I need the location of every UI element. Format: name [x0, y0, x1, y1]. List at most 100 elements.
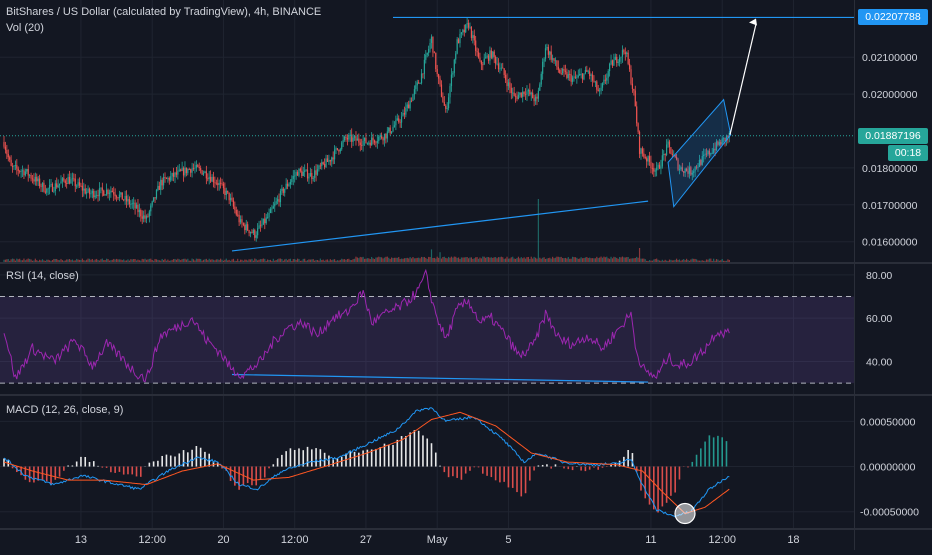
volume-bar	[178, 259, 180, 262]
candle-body	[114, 194, 116, 197]
candle-body	[530, 92, 532, 95]
volume-bar	[532, 258, 534, 262]
volume-bar	[584, 257, 586, 262]
rsi-divergence-line[interactable]	[231, 373, 649, 383]
volume-bar	[457, 257, 460, 262]
candle-body	[442, 96, 444, 103]
candle-body	[76, 185, 78, 187]
volume-bar	[705, 259, 708, 262]
main-legend-title[interactable]: BitShares / US Dollar (calculated by Tra…	[6, 6, 322, 18]
volume-bar	[487, 257, 490, 262]
volume-bar	[127, 259, 129, 262]
time-axis-label: 27	[360, 534, 372, 546]
volume-bar	[204, 259, 206, 262]
candle-body	[368, 142, 370, 144]
volume-bar	[445, 257, 447, 262]
volume-bar	[413, 258, 415, 262]
candle-body	[435, 52, 437, 70]
volume-bar	[195, 258, 197, 262]
candle-body	[637, 123, 639, 132]
volume-bar	[11, 258, 14, 262]
candle-body	[713, 148, 715, 153]
volume-bar	[113, 258, 115, 262]
volume-bar	[495, 257, 497, 262]
volume-bar	[663, 260, 665, 262]
volume-bar	[83, 260, 85, 262]
candle-body	[523, 91, 525, 95]
volume-bar	[135, 260, 138, 262]
volume-bar	[400, 258, 403, 262]
macd-cross-highlight[interactable]	[674, 502, 696, 525]
volume-bar	[435, 258, 437, 262]
candle-body	[653, 168, 655, 172]
candle-body	[338, 149, 340, 152]
volume-bar	[499, 257, 501, 262]
volume-bar	[636, 256, 638, 262]
candle-body	[433, 52, 435, 54]
projection-arrow-line[interactable]	[729, 23, 757, 135]
volume-bar	[224, 259, 226, 262]
candle-body	[703, 154, 705, 157]
candle-body	[151, 201, 153, 206]
candle-body	[241, 219, 243, 224]
candle-body	[409, 100, 411, 109]
volume-bar	[432, 258, 434, 262]
volume-bar	[456, 257, 458, 262]
volume-bar	[403, 258, 406, 262]
candle-body	[436, 69, 438, 75]
candle-body	[56, 183, 58, 188]
trend-drawings[interactable]	[0, 16, 854, 383]
candle-body	[19, 170, 21, 172]
volume-legend[interactable]: Vol (20)	[6, 22, 44, 34]
volume-bar	[398, 257, 400, 262]
volume-bar	[130, 259, 132, 262]
volume-bar	[550, 258, 552, 262]
volume-bar	[316, 259, 319, 262]
volume-bar	[188, 260, 190, 262]
candle-body	[348, 135, 350, 140]
volume-bar	[524, 258, 527, 262]
candle-body	[232, 200, 235, 207]
macd-legend[interactable]: MACD (12, 26, close, 9)	[6, 404, 124, 416]
volume-bar	[6, 259, 8, 262]
rsi-legend[interactable]: RSI (14, close)	[6, 270, 79, 282]
candle-body	[9, 157, 11, 160]
time-axis-label: 12:00	[138, 534, 166, 546]
volume-bar	[507, 258, 510, 262]
candle-body	[318, 165, 320, 170]
volume-bar	[24, 260, 26, 262]
candle-body	[661, 155, 663, 167]
volume-bar	[654, 258, 656, 262]
candle-body	[418, 82, 420, 84]
candle-body	[576, 77, 578, 78]
candle-body	[378, 136, 380, 141]
volume-bar	[666, 260, 668, 262]
candle-body	[74, 178, 76, 187]
candle-body	[373, 140, 376, 143]
candle-body	[29, 175, 31, 176]
candle-body	[20, 171, 22, 172]
candle-body	[161, 179, 163, 186]
candle-body	[138, 209, 140, 213]
candle-body	[153, 197, 155, 202]
candle-body	[319, 165, 321, 167]
candle-body	[372, 137, 374, 141]
candle-body	[423, 59, 425, 74]
candle-body	[127, 199, 129, 202]
volume-bar	[479, 257, 481, 262]
volume-bar	[351, 260, 353, 262]
ascending-channel[interactable]	[667, 98, 732, 208]
volume-bar	[574, 257, 577, 262]
candle-body	[708, 150, 710, 155]
support-trend-line[interactable]	[231, 200, 649, 252]
candle-body	[187, 169, 189, 174]
volume-bar	[76, 258, 78, 262]
volume-bar	[148, 258, 150, 262]
volume-bar	[547, 258, 549, 262]
candle-body	[520, 92, 522, 97]
volume-bar	[98, 260, 101, 262]
volume-bar	[385, 256, 387, 262]
